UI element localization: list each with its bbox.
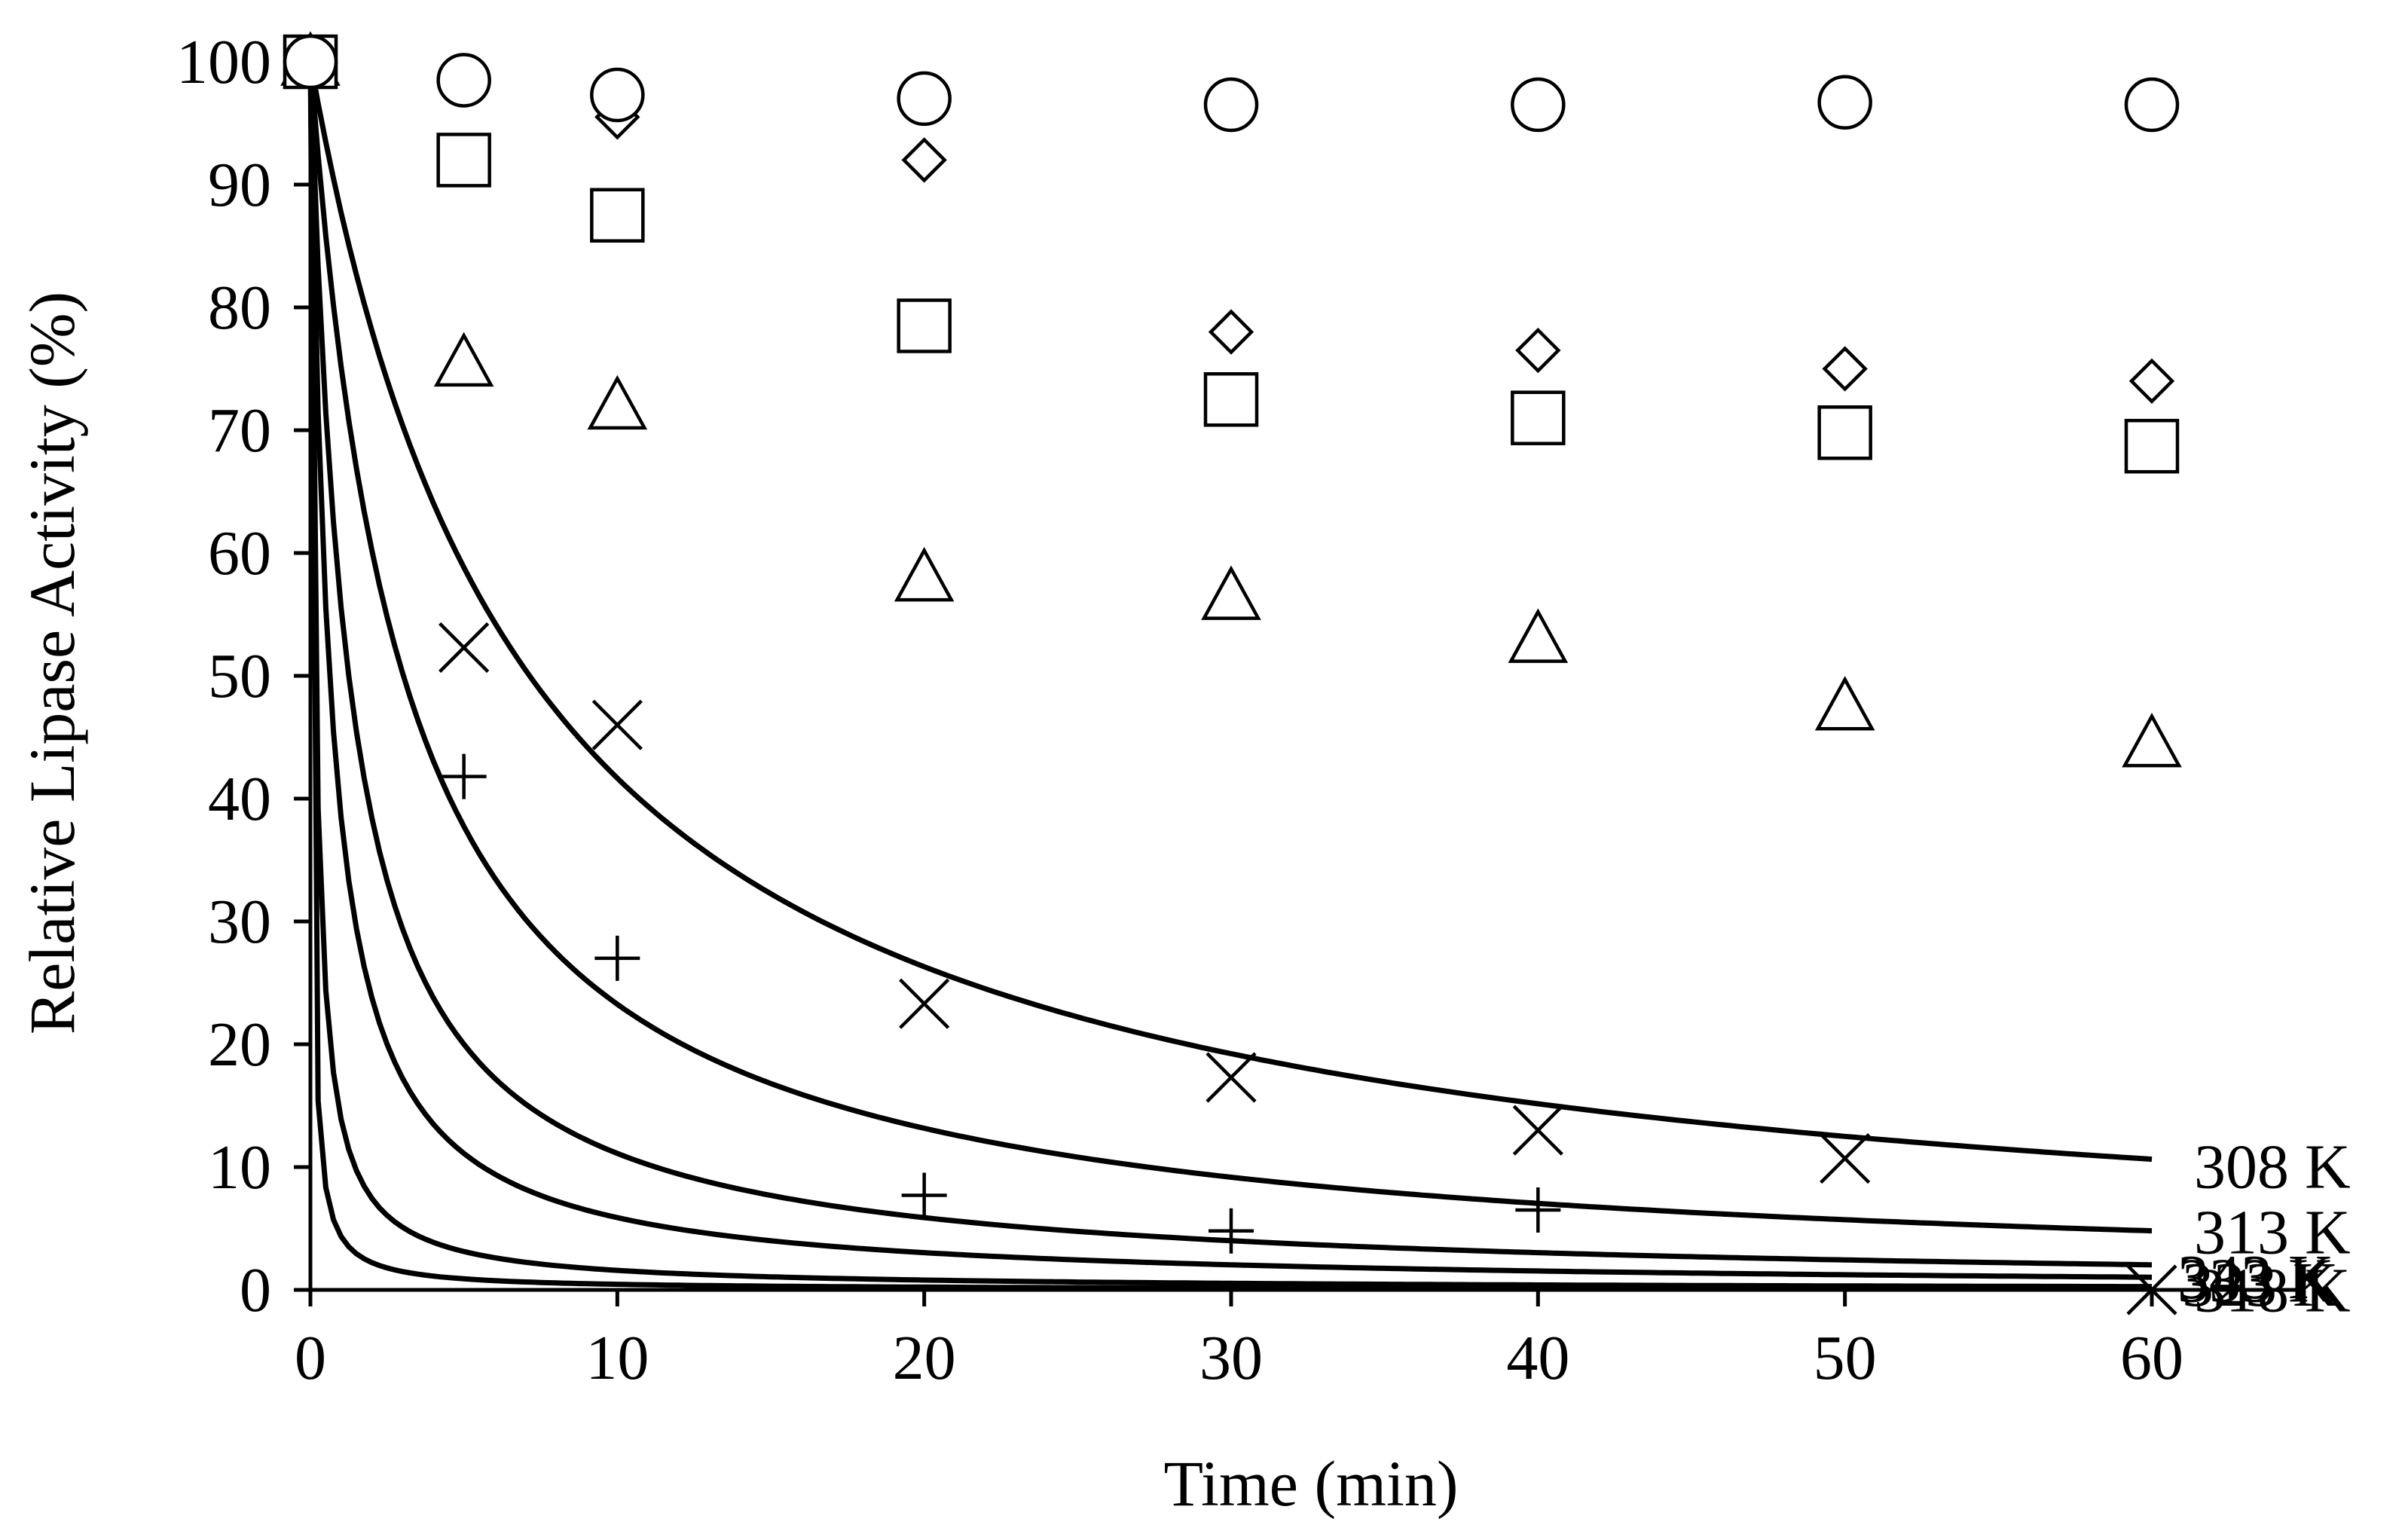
data-point-313k <box>1822 346 1868 392</box>
curve-label-313k: 313 K <box>2194 1198 2351 1268</box>
data-point-323k <box>587 374 648 430</box>
data-markers <box>280 31 2182 1315</box>
fit-curve-343k <box>307 61 2152 1292</box>
data-point-343k <box>1515 1187 1561 1233</box>
data-point-343k <box>1209 1208 1254 1254</box>
curve-label-333k: 333 K <box>2177 1246 2334 1316</box>
y-tick-label: 0 <box>240 1255 271 1325</box>
data-point-318k <box>2124 418 2180 474</box>
y-tick-label: 20 <box>208 1010 271 1080</box>
curve-label-343k: 343 K <box>2177 1242 2334 1312</box>
data-point-323k <box>1814 676 1875 731</box>
data-point-333k <box>2126 1264 2177 1315</box>
y-tick-label: 80 <box>208 273 271 343</box>
data-point-333k <box>1820 1132 1871 1184</box>
y-tick-label: 30 <box>208 887 271 957</box>
data-point-313k <box>1515 327 1561 374</box>
y-tick-label: 90 <box>208 150 271 220</box>
data-point-308k <box>897 71 952 127</box>
data-point-323k <box>1508 608 1569 663</box>
fit-curves <box>307 61 2153 1292</box>
data-point-343k <box>441 753 487 799</box>
data-point-318k <box>436 133 491 188</box>
data-point-323k <box>1201 565 1261 620</box>
fit-curve-333k <box>307 61 2152 1290</box>
x-tick-label: 30 <box>1199 1323 1263 1393</box>
data-point-343k <box>594 935 640 981</box>
fit-curve-308k <box>307 61 2153 1163</box>
data-point-323k <box>2122 712 2182 768</box>
data-point-308k <box>1511 77 1566 133</box>
fit-curve-323k <box>307 61 2153 1280</box>
data-point-308k <box>1203 77 1259 133</box>
x-tick-label: 50 <box>1814 1323 1877 1393</box>
curve-label-323k: 323 K <box>2182 1250 2339 1320</box>
data-point-333k <box>1206 1052 1257 1103</box>
y-tick-label: 10 <box>208 1132 271 1202</box>
x-tick-label: 10 <box>585 1323 649 1393</box>
data-point-318k <box>1203 372 1259 427</box>
fit-curve-318k <box>307 61 2153 1268</box>
data-point-308k <box>590 67 645 123</box>
data-point-333k <box>1512 1105 1563 1156</box>
fit-curve-313k <box>307 61 2153 1234</box>
data-point-308k <box>2124 77 2180 133</box>
data-point-308k <box>436 53 491 108</box>
data-point-313k <box>901 137 947 183</box>
data-point-318k <box>1817 405 1872 460</box>
y-axis-title: Relative Lipase Activity (%) <box>16 292 88 1034</box>
y-tick-label: 100 <box>176 27 271 97</box>
x-tick-label: 20 <box>893 1323 956 1393</box>
data-point-333k <box>439 622 490 674</box>
curve-label-308k: 308 K <box>2194 1132 2351 1202</box>
data-point-318k <box>1511 390 1566 445</box>
data-point-313k <box>1208 309 1254 355</box>
data-point-308k <box>283 34 338 90</box>
x-tick-label: 40 <box>1506 1323 1569 1393</box>
x-tick-label: 60 <box>2120 1323 2183 1393</box>
data-point-323k <box>894 546 955 602</box>
y-tick-label: 50 <box>208 641 271 711</box>
data-point-318k <box>590 188 645 243</box>
x-tick-label: 0 <box>295 1323 326 1393</box>
axes: 0 10 20 30 40 50 60 0 10 20 30 40 50 60 70 80 90 100 <box>176 27 2303 1393</box>
y-tick-label: 60 <box>208 518 271 588</box>
x-axis-title: Time (min) <box>1163 1447 1458 1520</box>
data-point-333k <box>899 978 950 1029</box>
data-point-308k <box>1817 75 1872 130</box>
data-point-323k <box>433 332 494 387</box>
y-tick-label: 70 <box>208 396 271 466</box>
curve-label-318k: 318 K <box>2194 1256 2351 1326</box>
data-point-318k <box>897 298 952 353</box>
data-point-313k <box>2128 358 2175 404</box>
data-point-333k <box>591 699 643 750</box>
y-tick-label: 40 <box>208 764 271 834</box>
data-point-343k <box>901 1172 947 1218</box>
